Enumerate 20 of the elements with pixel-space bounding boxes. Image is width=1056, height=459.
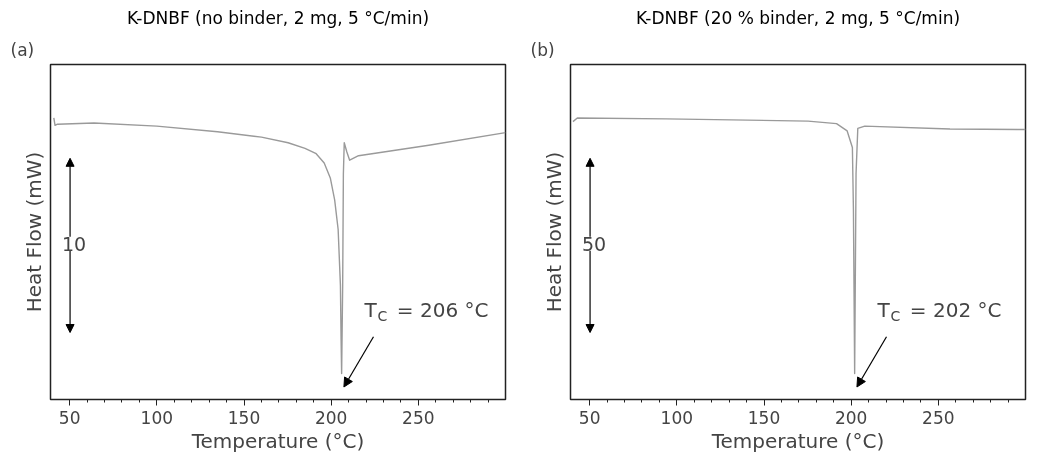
chart-title: K-DNBF (no binder, 2 mg, 5 °C/min) xyxy=(126,7,430,28)
x-tick-label: 50 xyxy=(58,407,81,428)
annotation: 10 xyxy=(61,232,87,255)
x-tick-label: 100 xyxy=(660,407,694,428)
y-axis-title: Heat Flow (mW) xyxy=(21,151,46,313)
x-tick-label: 100 xyxy=(140,407,174,428)
y-axis-title: Heat Flow (mW) xyxy=(541,151,566,313)
chart-title: K-DNBF (20 % binder, 2 mg, 5 °C/min) xyxy=(635,7,961,28)
x-tick-label: 150 xyxy=(747,407,781,428)
x-tick-label: 50 xyxy=(578,407,601,428)
x-tick-label: 250 xyxy=(922,407,955,428)
text: (b) xyxy=(530,39,555,60)
x-axis-title: Temperature (°C) xyxy=(190,428,365,453)
x-axis-title: Temperature (°C) xyxy=(710,428,885,453)
x-tick-label: 150 xyxy=(227,407,261,428)
x-tick-label: 200 xyxy=(834,407,868,428)
x-tick-label: 250 xyxy=(402,407,435,428)
annotation: 50 xyxy=(581,232,607,255)
text: (a) xyxy=(10,39,35,60)
x-tick-label: 200 xyxy=(314,407,348,428)
